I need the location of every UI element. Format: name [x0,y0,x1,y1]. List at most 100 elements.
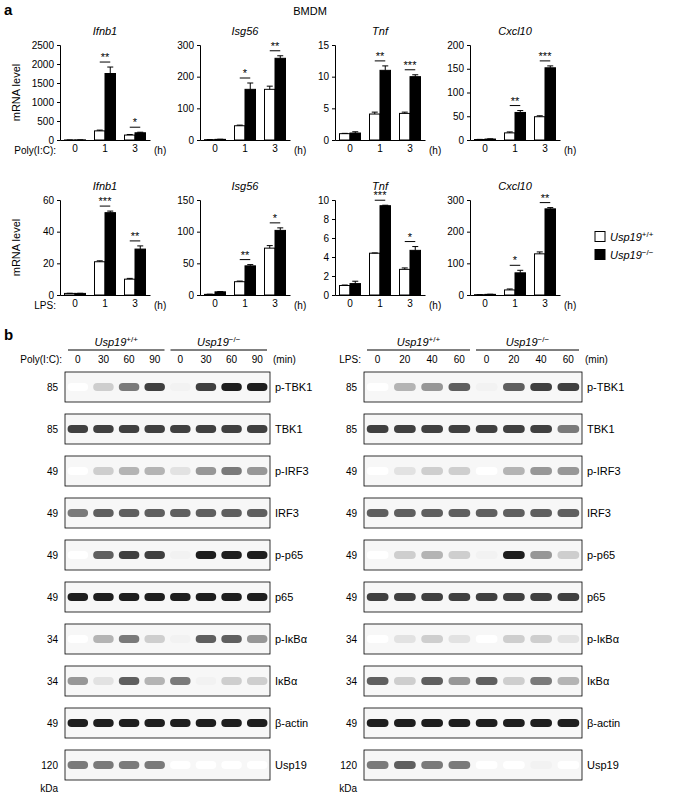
blot-band [196,425,217,433]
blot-band [221,677,242,685]
error-bar [382,205,388,206]
y-tick-label: 100 [447,258,464,269]
error-bar [372,252,378,253]
time-label: 30 [98,354,110,365]
protein-label: Usp19 [275,759,307,771]
error-bar-cap [107,211,113,212]
blot-band [530,425,552,433]
x-tick-label: 0 [347,298,353,309]
chart-title: Cxcl10 [498,180,533,192]
error-bar [107,67,113,73]
blot-band [421,551,443,559]
y-tick: 0 [458,290,470,301]
blot-row: 49β-actin [346,708,620,738]
blot-band [530,467,552,475]
blot-band [221,551,242,559]
significance: *** [510,192,551,267]
x-tick: 0 [347,295,353,309]
y-tick-mark [57,295,60,296]
y-tick-label: 8 [323,214,329,225]
y-tick-label: 100 [447,87,464,98]
y-axis: 050100150200 [447,40,470,146]
y-tick-label: 150 [447,63,464,74]
x-tick: 1 [512,295,518,309]
bar [275,230,286,295]
bar [105,213,116,295]
significance-label: ** [101,51,110,63]
blot-frame [364,708,582,738]
x-axis-title: Poly(I:C): [14,145,56,156]
bar [545,68,556,140]
bar [505,290,516,295]
blot-band [170,509,191,517]
bar [545,209,556,295]
x-axis: 013 [61,140,151,154]
x-tick: 0 [482,295,488,309]
y-axis-line [57,201,61,296]
significance-label: ** [541,192,550,204]
blot-band [394,635,416,643]
x-tick-label: 3 [407,298,413,309]
bar [350,284,361,295]
blot-band [394,467,416,475]
time-label: 60 [226,354,238,365]
blot-band [196,761,217,769]
x-tick-label: 1 [242,298,248,309]
y-tick: 500 [37,116,60,127]
y-tick-mark [332,45,335,46]
genotype-label: Usp19−/− [506,335,550,348]
error-bar-stem [110,67,111,73]
bar [515,273,526,295]
blot-band [448,509,470,517]
blot-band [221,509,242,517]
error-bar-stem [415,247,416,251]
x-tick: 0 [72,295,78,309]
y-tick-mark [57,121,60,122]
blot-band [119,509,140,517]
blot-band [448,467,470,475]
y-tick-label: 15 [318,40,330,51]
x-tick-label: 0 [482,298,488,309]
significance-label: ** [376,50,385,62]
x-axis: 013 [201,295,291,309]
x-axis-unit: (h) [154,145,166,156]
y-axis-line [467,46,471,141]
time-label: 20 [508,354,520,365]
blot-band [68,593,89,601]
x-axis-line [471,140,561,141]
blot-row: 49p-p65 [47,540,303,570]
y-tick-mark [332,200,335,201]
blot-band [503,719,525,727]
blot-band [394,719,416,727]
x-axis-unit: (h) [429,145,441,156]
significance: *** [240,212,281,261]
blot-band [476,635,498,643]
y-axis-title: mRNA level [10,64,22,121]
blot-frame [364,666,582,696]
error-bar [517,111,523,113]
mw-unit: kDa [339,783,357,794]
x-tick: 3 [132,140,138,154]
x-tick-label: 3 [272,298,278,309]
bar [410,77,421,140]
genotype-superscript: +/+ [429,335,441,344]
blot-band [196,719,217,727]
x-tick: 3 [542,295,548,309]
bar [400,113,411,140]
error-bar [352,281,358,283]
blot-band [557,425,579,433]
mw-unit: kDa [40,783,58,794]
x-tick-label: 1 [377,298,383,309]
y-tick-label: 5 [323,103,329,114]
gene-name: Usp19 [506,336,538,348]
y-tick: 100 [177,103,200,114]
y-tick: 1500 [32,78,60,89]
y-tick: 5 [323,103,335,114]
blot-frame [65,456,270,486]
error-bar-cap [127,134,133,135]
error-bar-cap [207,294,213,295]
blot-row: 120Usp19 [41,750,306,780]
blot-frame [65,372,270,402]
y-tick-label: 500 [37,116,54,127]
blot-band [68,467,89,475]
